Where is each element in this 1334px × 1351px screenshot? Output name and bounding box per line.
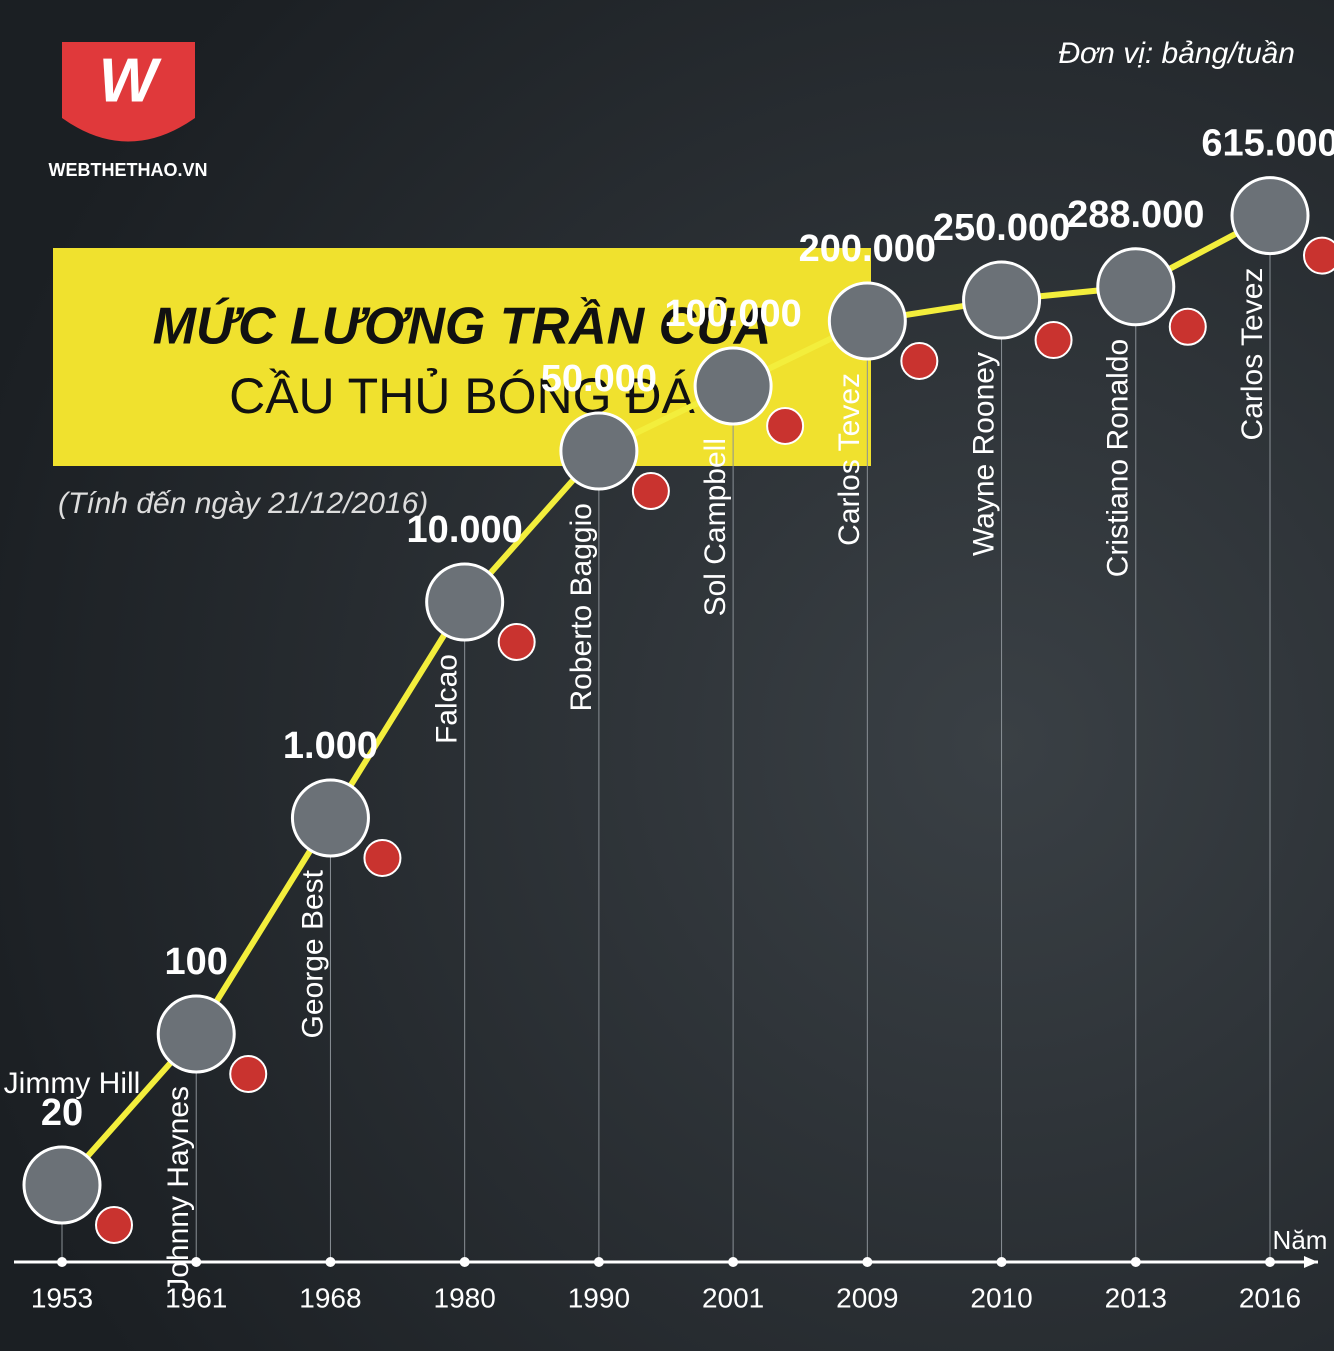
- club-badge: [363, 839, 402, 877]
- player-photo: [962, 260, 1042, 340]
- player-photo: [22, 1145, 102, 1225]
- club-badge: [497, 623, 536, 661]
- axis-tick: [862, 1257, 873, 1267]
- value-label: 200.000: [799, 228, 936, 270]
- value-label: 20: [41, 1092, 83, 1134]
- player-name: Falcao: [431, 654, 464, 744]
- note: (Tính đến ngày 21/12/2016): [58, 487, 428, 520]
- club-badge: [229, 1055, 268, 1093]
- player-name: Johnny Haynes: [162, 1086, 195, 1293]
- player-photo: [559, 411, 639, 491]
- value-label: 100.000: [664, 293, 801, 335]
- logo-name: WEBTHETHAO.VN: [49, 160, 208, 180]
- x-tick-label: 1968: [299, 1282, 361, 1313]
- player-name: Roberto Baggio: [565, 503, 598, 711]
- axis-tick: [459, 1257, 470, 1267]
- subtitle: CẦU THỦ BÓNG ĐÁ: [229, 367, 695, 424]
- player-name: Cristiano Ronaldo: [1102, 339, 1135, 577]
- club-badge: [1168, 307, 1207, 346]
- player-photo: [1096, 247, 1176, 327]
- axis-tick: [593, 1257, 604, 1267]
- x-tick-label: 2009: [836, 1282, 898, 1313]
- club-badge: [1034, 321, 1073, 360]
- club-badge: [95, 1205, 133, 1244]
- x-tick-label: 2010: [970, 1282, 1032, 1313]
- axis-tick: [1130, 1257, 1141, 1267]
- axis-tick: [325, 1257, 336, 1267]
- value-label: 288.000: [1067, 194, 1204, 236]
- player-photo: [290, 778, 370, 858]
- club-badge: [1303, 236, 1334, 275]
- player-name: Wayne Rooney: [967, 352, 1000, 556]
- player-name: Jimmy Hill: [4, 1067, 141, 1100]
- axis-tick: [728, 1257, 739, 1267]
- player-photo: [693, 346, 773, 426]
- club-badge: [900, 341, 939, 380]
- player-photo: [1230, 176, 1310, 256]
- player-name: George Best: [296, 869, 329, 1038]
- player-photo: [156, 994, 236, 1074]
- value-label: 10.000: [407, 509, 523, 551]
- x-tick-label: 2001: [702, 1282, 764, 1313]
- axis-tick: [996, 1257, 1007, 1267]
- value-label: 615.000: [1201, 123, 1334, 165]
- player-photo: [425, 562, 505, 642]
- value-label: 1.000: [283, 725, 378, 767]
- x-tick-label: 1961: [165, 1282, 227, 1313]
- salary-line: [59, 212, 1272, 1187]
- logo-mark: W: [99, 46, 162, 115]
- club-badge: [631, 472, 670, 511]
- x-tick-label: 1953: [31, 1282, 93, 1313]
- value-label: 100: [165, 941, 228, 983]
- player-name: Carlos Tevez: [1236, 268, 1269, 441]
- value-label: 250.000: [933, 207, 1070, 249]
- value-label: 50.000: [541, 358, 657, 400]
- axis-tick: [57, 1257, 67, 1267]
- logo-shield: [62, 42, 195, 142]
- x-tick-label: 1990: [568, 1282, 630, 1313]
- x-tick-label: 2016: [1239, 1282, 1301, 1313]
- title: MỨC LƯƠNG TRẦN CỦA: [153, 297, 772, 356]
- unit: Đơn vị: bảng/tuần: [1058, 37, 1295, 70]
- club-badge: [766, 407, 805, 445]
- x-tick-label: 1980: [434, 1282, 496, 1313]
- player-name: Carlos Tevez: [833, 373, 866, 546]
- x-axis-label: Năm: [1273, 1225, 1328, 1255]
- player-photo: [827, 281, 907, 361]
- axis-tick: [1265, 1257, 1275, 1267]
- player-name: Sol Campbell: [699, 438, 732, 616]
- axis-tick: [191, 1257, 202, 1267]
- axis-arrow: [1304, 1256, 1318, 1268]
- x-tick-label: 2013: [1105, 1282, 1167, 1313]
